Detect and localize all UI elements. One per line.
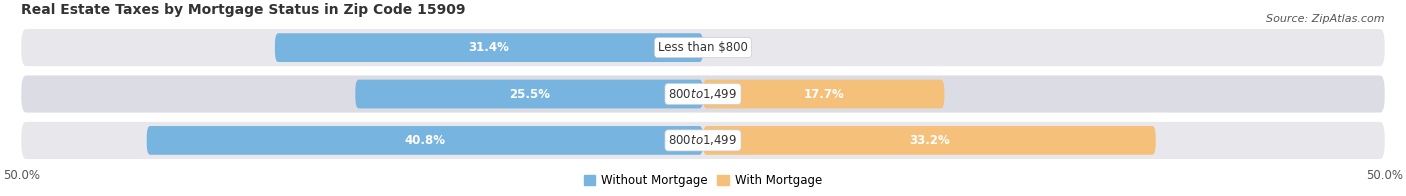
- FancyBboxPatch shape: [21, 29, 1385, 66]
- FancyBboxPatch shape: [276, 33, 703, 62]
- FancyBboxPatch shape: [356, 80, 703, 108]
- Text: Less than $800: Less than $800: [658, 41, 748, 54]
- Text: $800 to $1,499: $800 to $1,499: [668, 87, 738, 101]
- FancyBboxPatch shape: [703, 126, 1156, 155]
- Text: Source: ZipAtlas.com: Source: ZipAtlas.com: [1267, 14, 1385, 24]
- FancyBboxPatch shape: [21, 122, 1385, 159]
- Text: 33.2%: 33.2%: [908, 134, 949, 147]
- Text: 40.8%: 40.8%: [405, 134, 446, 147]
- Text: 31.4%: 31.4%: [468, 41, 509, 54]
- FancyBboxPatch shape: [146, 126, 703, 155]
- FancyBboxPatch shape: [21, 75, 1385, 113]
- Legend: Without Mortgage, With Mortgage: Without Mortgage, With Mortgage: [579, 169, 827, 192]
- Text: 25.5%: 25.5%: [509, 88, 550, 101]
- FancyBboxPatch shape: [703, 80, 945, 108]
- Text: 0.0%: 0.0%: [714, 41, 744, 54]
- Text: Real Estate Taxes by Mortgage Status in Zip Code 15909: Real Estate Taxes by Mortgage Status in …: [21, 3, 465, 17]
- Text: 17.7%: 17.7%: [803, 88, 844, 101]
- Text: $800 to $1,499: $800 to $1,499: [668, 133, 738, 147]
